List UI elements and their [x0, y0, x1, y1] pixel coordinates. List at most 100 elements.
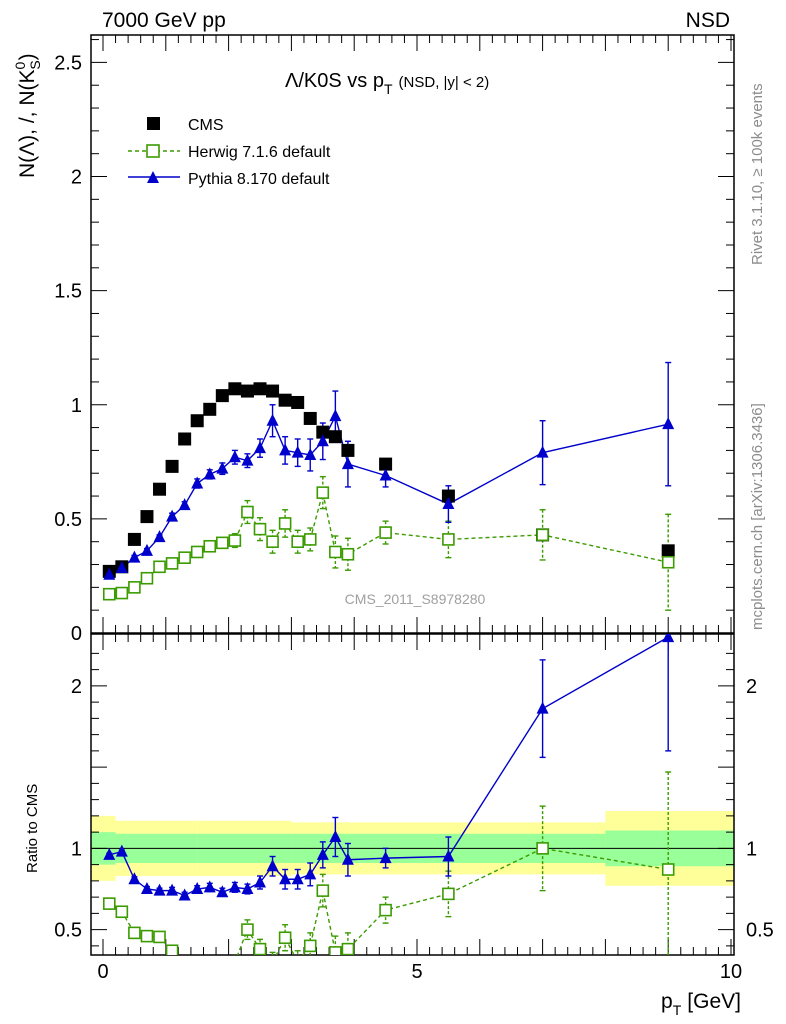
- ratio-y-tick-label-right: 0.5: [746, 920, 774, 942]
- pythia-point: [291, 445, 304, 458]
- mcplots-label: mcplots.cern.ch [arXiv:1306.3436]: [749, 403, 766, 630]
- cms-point: [341, 443, 355, 457]
- legend-herwig-marker: [146, 144, 160, 158]
- ratio-y-tick-label-right: 2: [746, 676, 757, 698]
- herwig-point: [341, 547, 355, 561]
- cms-point: [228, 382, 242, 396]
- herwig-point: [316, 486, 330, 499]
- pythia-point: [191, 476, 204, 489]
- axes: 0 5 10 0 0.5 1 1.5 2 2.5 0.5 0.5 1 1 2 2: [54, 35, 774, 983]
- herwig-point: [128, 581, 141, 594]
- ratio-herwig-point: [303, 939, 317, 953]
- ratio-pythia-point: [103, 847, 116, 860]
- herwig-point: [303, 533, 317, 546]
- analysis-watermark: CMS_2011_S8978280: [345, 591, 486, 607]
- xlabel-main: p: [661, 990, 673, 1013]
- y-tick-label: 0.5: [54, 509, 82, 531]
- x-tick-label: 10: [720, 961, 742, 983]
- ratio-pythia-point: [442, 849, 455, 862]
- x-tick-label: 0: [97, 961, 108, 983]
- ratio-pythia-point: [304, 867, 317, 880]
- plot-title-sub: T: [384, 81, 393, 97]
- pythia-point: [279, 443, 292, 456]
- ratio-herwig-point: [253, 942, 267, 955]
- y-tick-label: 1: [71, 395, 82, 417]
- cms-point: [203, 402, 217, 416]
- legend-pythia-marker: [147, 171, 159, 183]
- ratio-pythia-point: [203, 880, 216, 893]
- pythia-point: [103, 567, 116, 580]
- legend-cms-marker: [147, 117, 160, 130]
- ratio-pythia-point: [279, 872, 292, 885]
- legend-cms-label: CMS: [188, 117, 224, 134]
- pythia-point: [316, 434, 329, 447]
- herwig-point: [661, 555, 675, 569]
- pythia-point: [329, 409, 342, 422]
- ratio-y-tick-label-right: 1: [746, 838, 757, 860]
- ratio-pythia-point: [166, 883, 179, 896]
- herwig-point: [266, 535, 279, 549]
- ratio-pythia-point: [536, 701, 549, 714]
- pythia-point: [178, 498, 191, 511]
- ratio-pythia-point: [266, 859, 279, 872]
- ratio-herwig-point: [192, 963, 203, 974]
- herwig-point: [190, 545, 204, 559]
- herwig-point: [203, 539, 217, 553]
- herwig-point: [379, 526, 392, 539]
- ratio-herwig-line: [108, 847, 669, 955]
- ratio-herwig-point: [217, 963, 228, 974]
- ratio-pythia-point: [178, 888, 191, 901]
- ratio-herwig-point: [379, 903, 392, 917]
- ratio-herwig-point: [115, 905, 129, 919]
- pythia-point: [341, 457, 354, 470]
- ratio-pythia-point: [662, 634, 675, 643]
- ratio-pythia-point: [291, 872, 304, 885]
- ratio-herwig-point: [661, 863, 675, 876]
- top-panel-series: [102, 361, 675, 611]
- ratio-panel-frame: [90, 633, 735, 956]
- legend-pythia-label: Pythia 8.170 default: [188, 171, 330, 188]
- y-tick-label: 1.5: [54, 281, 82, 303]
- ylabel-pre: N(Λ), /, N(K: [16, 69, 39, 178]
- herwig-point: [140, 571, 154, 585]
- plot-title: Λ/K0S vs pT (NSD, |y| < 2): [285, 70, 489, 97]
- ratio-herwig-point: [442, 887, 455, 901]
- pythia-point: [379, 468, 392, 481]
- ratio-herwig-point: [278, 931, 292, 945]
- ratio-pythia-point: [216, 885, 229, 898]
- cms-point: [165, 459, 179, 473]
- ratio-pythia-point: [115, 844, 128, 857]
- pythia-point: [241, 453, 254, 466]
- pythia-point: [216, 461, 229, 474]
- herwig-point: [442, 533, 455, 546]
- rivet-label: Rivet 3.1.10, ≥ 100k events: [749, 83, 766, 265]
- cms-point: [316, 425, 330, 439]
- herwig-point: [329, 545, 342, 559]
- ratio-pythia-point: [379, 851, 392, 864]
- cms-point: [127, 532, 141, 546]
- ylabel-post: ): [16, 53, 39, 60]
- ratio-pythia-point: [241, 882, 254, 894]
- herwig-point: [115, 586, 129, 600]
- cms-point: [215, 389, 229, 403]
- cms-point: [278, 393, 292, 407]
- pythia-point: [203, 467, 216, 480]
- herwig-point: [241, 505, 254, 519]
- cms-point: [441, 489, 455, 503]
- pythia-point: [228, 450, 241, 463]
- herwig-point: [216, 536, 229, 550]
- cms-point: [178, 432, 192, 446]
- pythia-point: [115, 560, 128, 573]
- herwig-point: [228, 534, 242, 547]
- x-tick-label: 5: [411, 961, 422, 983]
- ratio-herwig-point: [341, 942, 355, 955]
- herwig-line: [109, 492, 669, 595]
- ratio-herwig-point: [102, 897, 116, 910]
- ratio-y-tick-label: 1: [71, 838, 82, 860]
- ratio-herwig-point: [153, 930, 166, 944]
- x-axis-label: pT [GeV]: [661, 990, 741, 1018]
- ratio-y-tick-label: 0.5: [54, 920, 82, 942]
- process-label: NSD: [686, 9, 730, 32]
- ratio-herwig-point: [204, 966, 215, 977]
